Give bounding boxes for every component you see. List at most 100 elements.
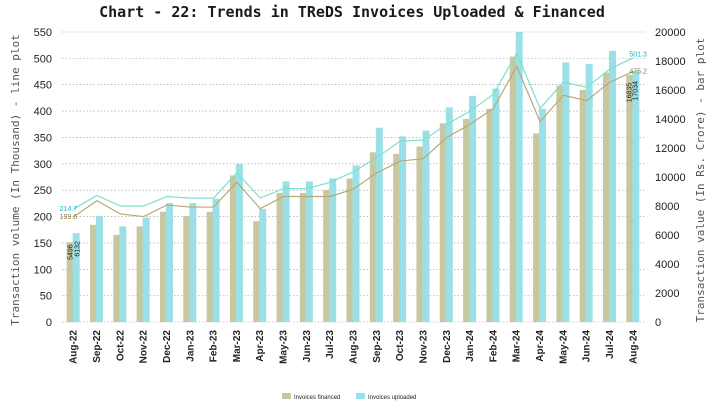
left-tick-label: 550 — [34, 27, 52, 39]
bar-invoices-uploaded — [609, 50, 617, 322]
bar-invoices-financed — [533, 133, 541, 322]
bar-invoices-uploaded — [189, 203, 197, 322]
x-tick-label: Feb-23 — [209, 330, 220, 363]
bar-invoices-uploaded — [305, 181, 313, 322]
bar-invoices-financed — [509, 56, 517, 323]
bar-invoices-financed — [66, 242, 74, 322]
bar-invoices-uploaded — [282, 181, 290, 322]
left-tick-label: 50 — [40, 291, 52, 303]
bar-invoices-financed — [603, 72, 611, 322]
bar-invoices-financed — [369, 152, 377, 322]
right-tick-label: 20000 — [655, 27, 686, 39]
x-tick-label: Sep-23 — [372, 330, 383, 363]
bar-invoices-uploaded — [632, 70, 640, 322]
x-tick-label: Aug-22 — [69, 330, 80, 364]
bar-invoices-uploaded — [235, 163, 243, 322]
left-tick-label: 150 — [34, 238, 52, 250]
right-tick-label: 8000 — [655, 201, 679, 213]
left-tick-label: 100 — [34, 264, 52, 276]
x-tick-label: Dec-22 — [162, 330, 173, 363]
bar-invoices-financed — [113, 235, 121, 322]
bar-invoices-uploaded — [422, 130, 430, 322]
legend: Invoices financed Invoices uploaded — [282, 393, 416, 401]
x-tick-label: Aug-24 — [628, 330, 639, 364]
x-tick-label: Sep-22 — [92, 330, 103, 363]
right-tick-label: 4000 — [655, 259, 679, 271]
left-tick-label: 450 — [34, 80, 52, 92]
bar-invoices-uploaded — [95, 216, 103, 322]
bar-invoices-financed — [626, 75, 634, 322]
left-axis-label: Transaction volume (In Thousand) - line … — [9, 34, 22, 325]
bar-invoices-financed — [89, 224, 97, 322]
bar-invoices-financed — [346, 178, 354, 322]
bar-invoices-financed — [229, 175, 237, 322]
x-tick-label: Feb-24 — [488, 330, 499, 363]
x-tick-label: May-23 — [279, 330, 290, 364]
bar-invoices-uploaded — [375, 127, 383, 322]
right-axis: 0 2000 4000 6000 8000 10000 12000 14000 16000 180… — [655, 27, 686, 329]
left-tick-label: 200 — [34, 212, 52, 224]
bar-invoices-uploaded — [119, 226, 127, 322]
bar-invoices-uploaded — [515, 32, 523, 322]
bar-invoices-financed — [416, 146, 424, 322]
x-tick-label: Jun-23 — [302, 330, 313, 363]
x-tick-label: Oct-23 — [395, 330, 406, 362]
line-invoices-financed-volume — [73, 64, 634, 218]
x-tick-label: Dec-23 — [442, 330, 453, 363]
chart-title: Chart - 22: Trends in TReDS Invoices Upl… — [99, 3, 605, 21]
x-tick-label: Mar-24 — [512, 330, 523, 363]
bar-invoices-financed — [183, 216, 191, 322]
right-tick-label: 2000 — [655, 288, 679, 300]
left-tick-label: 400 — [34, 106, 52, 118]
x-tick-label: Mar-23 — [232, 330, 243, 363]
bar-invoices-uploaded — [562, 62, 570, 322]
bar-invoices-financed — [206, 211, 214, 322]
bar-invoices-financed — [159, 211, 167, 322]
right-tick-label: 14000 — [655, 114, 686, 126]
left-tick-label: 0 — [46, 317, 52, 329]
bar-invoices-financed — [463, 119, 471, 322]
x-tick-label: Nov-22 — [139, 330, 150, 364]
left-tick-label: 300 — [34, 159, 52, 171]
bar-invoices-financed — [556, 85, 564, 323]
bar-invoices-uploaded — [539, 108, 547, 322]
bar-invoices-financed — [486, 108, 494, 322]
annotation-first-line-financed: 199.6 — [60, 214, 78, 221]
bar-invoices-uploaded — [212, 198, 220, 322]
bar-invoices-uploaded — [399, 136, 407, 322]
annotation-last-line-uploaded: 501.3 — [629, 52, 647, 59]
annotation-last-line-financed: 475.2 — [629, 68, 647, 75]
x-tick-label: Apr-24 — [535, 330, 546, 362]
lines — [73, 51, 634, 218]
bar-invoices-uploaded — [259, 208, 267, 322]
x-tick-label: Jun-24 — [582, 330, 593, 363]
x-tick-label: Jan-24 — [465, 330, 476, 362]
x-tick-label: Aug-23 — [349, 330, 360, 364]
bar-invoices-uploaded — [329, 178, 337, 322]
bars — [66, 32, 640, 323]
x-tick-label: Jul-24 — [605, 330, 616, 359]
right-tick-label: 16000 — [655, 85, 686, 97]
bar-invoices-uploaded — [165, 203, 173, 322]
bar-invoices-uploaded — [142, 217, 150, 322]
legend-swatch-uploaded — [356, 393, 365, 399]
bar-invoices-financed — [393, 153, 401, 322]
bar-invoices-uploaded — [352, 165, 360, 322]
legend-swatch-financed — [282, 393, 291, 399]
left-tick-label: 500 — [34, 53, 52, 65]
bar-invoices-financed — [323, 190, 331, 322]
legend-label-uploaded: Invoices uploaded — [368, 395, 416, 401]
right-tick-label: 0 — [655, 317, 661, 329]
right-tick-label: 18000 — [655, 56, 686, 68]
bar-invoices-uploaded — [492, 88, 500, 322]
x-tick-label: Apr-23 — [255, 330, 266, 362]
annotation-last-bar-financed: 17034 — [632, 81, 639, 101]
x-tick-label: May-24 — [558, 330, 569, 364]
left-tick-label: 250 — [34, 185, 52, 197]
x-tick-label: Oct-22 — [115, 330, 126, 362]
annotation-last-bar-uploaded: 16835 — [626, 83, 633, 103]
bar-invoices-financed — [439, 123, 447, 322]
right-axis-label: Transaction value (In Rs. Crore) - bar p… — [694, 38, 707, 323]
bar-invoices-uploaded — [469, 95, 477, 322]
